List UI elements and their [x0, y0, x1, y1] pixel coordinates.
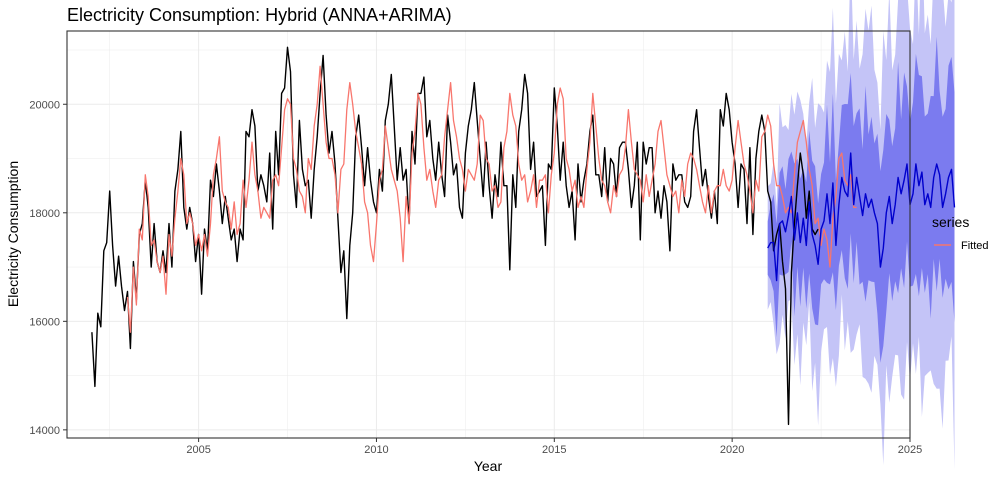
chart-title: Electricity Consumption: Hybrid (ANNA+AR… — [67, 5, 452, 25]
y-axis: 14000 16000 18000 20000 — [29, 99, 67, 437]
x-tick-label: 2020 — [720, 444, 744, 456]
x-tick-label: 2025 — [898, 444, 922, 456]
series-lines — [91, 46, 956, 426]
y-axis-title: Electricity Consumption — [5, 161, 21, 307]
x-tick-label: 2015 — [542, 444, 566, 456]
legend-label-fitted: Fitted — [961, 240, 989, 252]
plot-border — [66, 30, 911, 439]
series-line-forecast — [767, 152, 956, 282]
x-tick-label: 2005 — [186, 444, 210, 456]
y-tick-label: 16000 — [29, 316, 60, 328]
y-tick-label: 14000 — [29, 425, 60, 437]
forecast-intervals — [767, 0, 955, 470]
legend-title: series — [932, 214, 969, 230]
forecast-interval-80 — [767, 36, 955, 363]
x-axis: 2005 2010 2015 2020 2025 — [186, 438, 922, 456]
x-tick-label: 2010 — [364, 444, 388, 456]
series-line-fitted — [126, 65, 857, 333]
y-tick-label: 20000 — [29, 99, 60, 111]
legend: series Fitted — [932, 214, 989, 252]
x-axis-title: Year — [474, 458, 503, 474]
y-tick-label: 18000 — [29, 208, 60, 220]
